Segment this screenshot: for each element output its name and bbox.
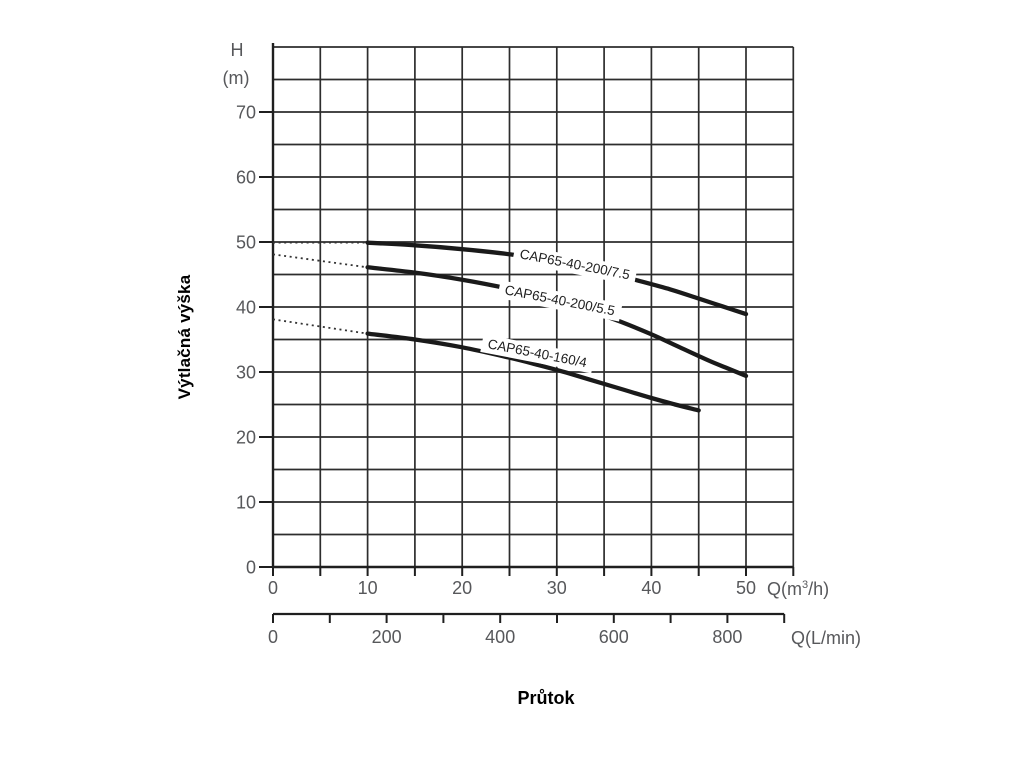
y-tick-label: 30 [236,363,256,383]
x-tick-label: 40 [641,578,661,598]
x-axis-unit-superscript: 3 [802,579,809,591]
secondary-axis-unit-lmin: Q(L/min) [791,628,862,648]
y-tick-label: 10 [236,493,256,513]
x-tick-label: 30 [547,578,567,598]
y-tick-label: 0 [246,558,256,578]
x-axis-title: Průtok [517,688,575,708]
y-tick-label: 50 [236,233,256,253]
x-axis-unit-post: /h) [808,579,830,599]
x-tick-label: 10 [358,578,378,598]
x-axis-unit-pre: Q(m [767,579,802,599]
secondary-tick-label: 200 [372,627,402,647]
y-tick-label: 70 [236,103,256,123]
x-tick-label: 0 [268,578,278,598]
y-tick-label: 40 [236,298,256,318]
secondary-tick-label: 400 [485,627,515,647]
y-axis-unit-meters: (m) [222,68,250,88]
y-tick-label: 20 [236,428,256,448]
secondary-tick-label: 600 [599,627,629,647]
x-tick-label: 50 [736,578,756,598]
y-axis-title: Výtlačná výška [175,274,194,400]
curve-dotted-extension-3 [272,318,368,335]
secondary-tick-label: 0 [268,627,278,647]
secondary-tick-label: 800 [712,627,742,647]
y-tick-label: 60 [236,168,256,188]
x-tick-label: 20 [452,578,472,598]
pump-curve-3 [365,331,701,413]
curve-dotted-extension-2 [272,253,368,269]
x-axis-unit-m3h: Q(m3/h) [767,578,829,600]
y-axis-unit-symbol: H [230,40,244,60]
